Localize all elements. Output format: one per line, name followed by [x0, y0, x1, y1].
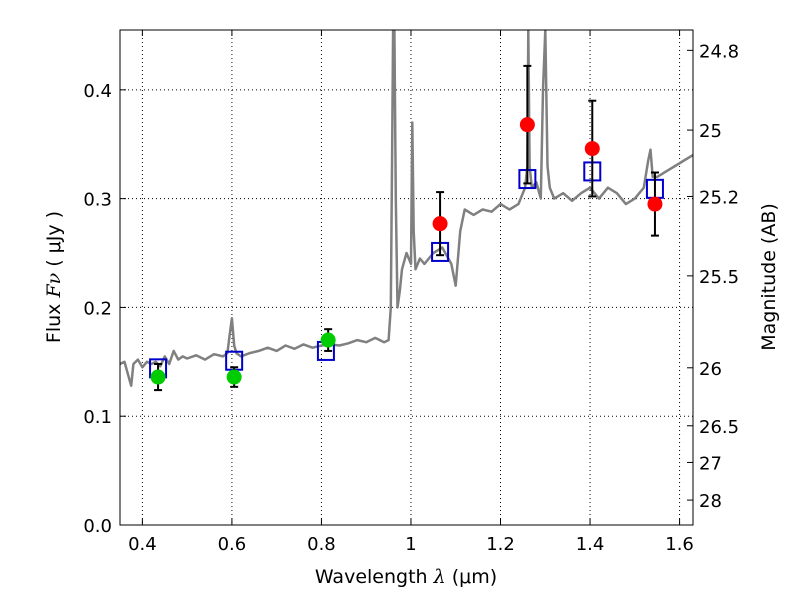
y-axis-label-prefix: Flux	[43, 298, 65, 344]
x-axis-label-prefix: Wavelength	[315, 566, 434, 588]
y2-tick-label: 25.2	[699, 187, 739, 208]
y-tick-label: 0.0	[83, 516, 112, 537]
axis-ticks: 0.4 0.6 0.8 1 1.2 1.4 1.6 0.0 0.1 0.2 0.3 0.4 24.8 25…	[83, 30, 739, 555]
observed-near-ir-point	[432, 216, 448, 232]
model-spectrum-line	[120, 30, 693, 387]
x-tick-label: 0.6	[218, 534, 247, 555]
x-tick-label: 1	[405, 534, 416, 555]
x-tick-label: 1.6	[665, 534, 694, 555]
y-tick-label: 0.3	[83, 190, 112, 211]
x-axis-label: Wavelength λ (μm)	[315, 566, 497, 588]
observed-near-ir-point	[519, 117, 535, 133]
grid-lines	[120, 30, 693, 525]
observed-photometry-points	[150, 117, 663, 385]
y-tick-label: 0.2	[83, 298, 112, 319]
observed-near-ir-point	[647, 196, 663, 212]
x-tick-label: 0.4	[128, 534, 157, 555]
y2-tick-label: 25	[699, 121, 722, 142]
x-axis-label-symbol: λ	[433, 566, 446, 588]
y2-tick-label: 26.5	[699, 417, 739, 438]
y-axis-label: Flux Fν ( μJy )	[43, 211, 65, 343]
y-tick-label: 0.4	[83, 81, 112, 102]
plot-frame	[119, 29, 694, 526]
observed-optical-point	[226, 369, 242, 385]
y2-axis-label: Magnitude (AB)	[758, 203, 780, 351]
observed-optical-point	[150, 369, 166, 385]
x-tick-label: 0.8	[307, 534, 336, 555]
x-tick-label: 1.4	[576, 534, 605, 555]
y-axis-label-unit: ( μJy )	[43, 211, 65, 273]
observed-optical-point	[320, 332, 336, 348]
y2-tick-label: 25.5	[699, 267, 739, 288]
y2-tick-label: 28	[699, 491, 722, 512]
plot-area	[120, 30, 693, 525]
y-axis-label-symbol: Fν	[43, 272, 65, 298]
y2-tick-label: 26	[699, 359, 722, 380]
y2-tick-label: 27	[699, 453, 722, 474]
x-tick-label: 1.2	[486, 534, 515, 555]
observed-near-ir-point	[584, 141, 600, 157]
y-tick-label: 0.1	[83, 407, 112, 428]
x-axis-label-unit: (μm)	[446, 566, 497, 588]
y2-tick-label: 24.8	[699, 41, 739, 62]
spectrum-line	[120, 30, 693, 387]
